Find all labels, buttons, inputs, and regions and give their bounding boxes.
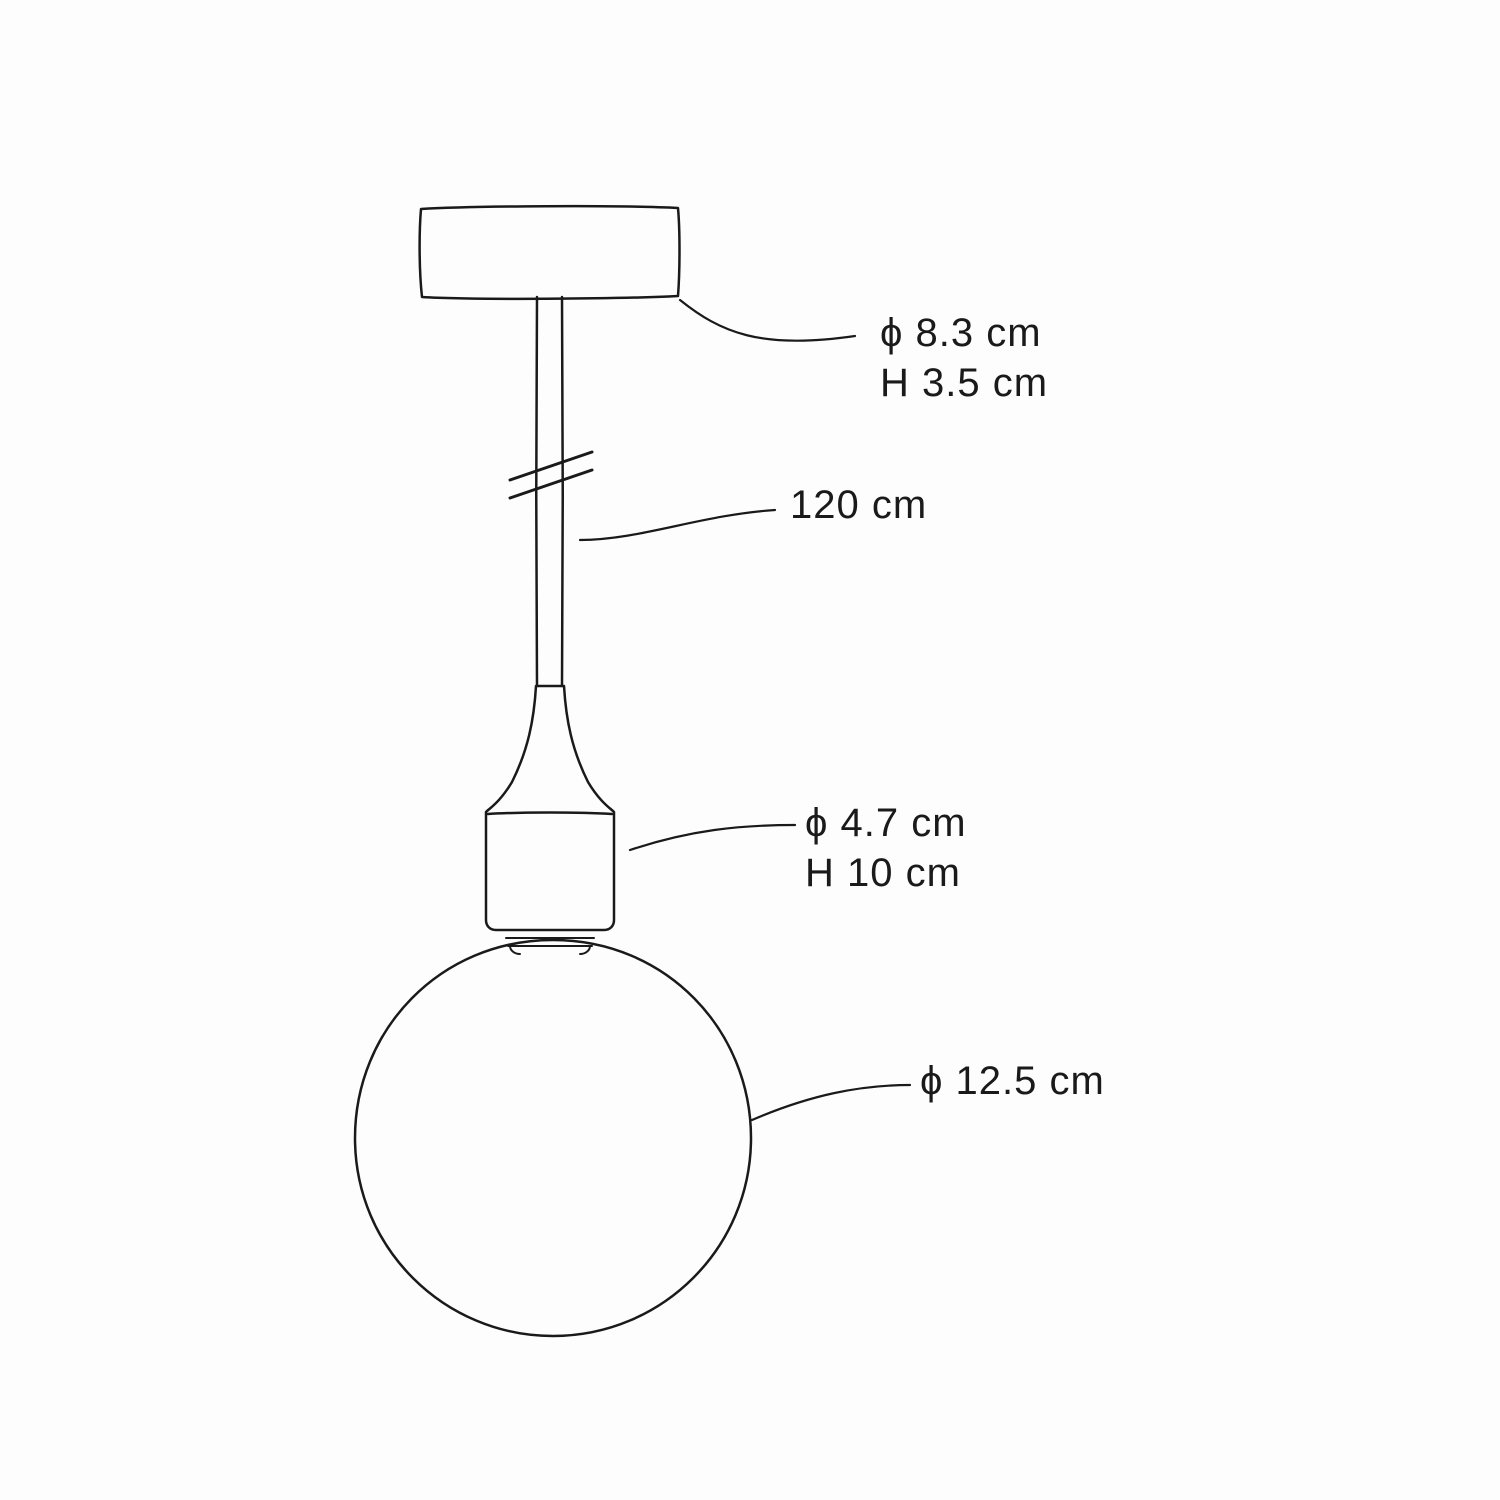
socket-dim-height: H 10 cm (805, 848, 961, 898)
canopy-outline (420, 206, 680, 299)
bulb-neck-right (580, 946, 590, 954)
sketch-svg (0, 0, 1500, 1500)
socket-seam (488, 813, 612, 815)
socket-outline (486, 686, 614, 930)
canopy-dim-diameter: ϕ 8.3 cm (880, 308, 1042, 358)
canopy-dim-height: H 3.5 cm (880, 358, 1048, 408)
cable-left (536, 297, 537, 686)
bulb-dim-diameter: ϕ 12.5 cm (920, 1056, 1105, 1106)
bulb-neck-left (510, 946, 520, 954)
bulb-outline (355, 940, 751, 1336)
cable-break-mark (510, 452, 592, 498)
cable-dim-length: 120 cm (790, 480, 927, 530)
leader-cable (580, 510, 775, 540)
cable-right (562, 297, 563, 686)
leader-socket (630, 825, 795, 850)
leader-canopy (680, 300, 855, 341)
leader-bulb (752, 1085, 910, 1120)
socket-dim-diameter: ϕ 4.7 cm (805, 798, 967, 848)
pendant-lamp-diagram: ϕ 8.3 cm H 3.5 cm 120 cm ϕ 4.7 cm H 10 c… (0, 0, 1500, 1500)
